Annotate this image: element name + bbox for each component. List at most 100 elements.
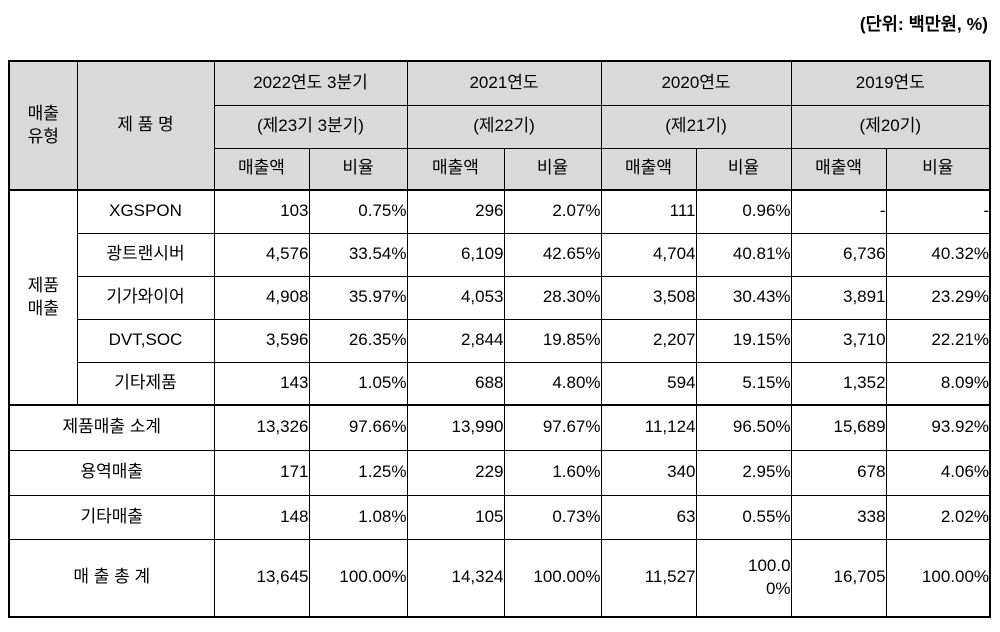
cell-value: 4.06% [885, 449, 991, 496]
table-row-other-products: 기타제품 143 1.05% 688 4.80% 594 5.15% 1,352… [9, 361, 991, 406]
header-year-2022q3: 2022연도 3분기 [213, 60, 408, 106]
header-term-20: (제20기) [790, 104, 991, 149]
cell-value: 42.65% [503, 232, 602, 277]
cell-value: 28.30% [503, 275, 602, 320]
header-sales-type: 매출 유형 [8, 60, 78, 191]
product-name: 광트랜시버 [76, 232, 215, 277]
cell-value: 2.02% [885, 494, 991, 540]
cell-value: 93.92% [885, 404, 991, 451]
table-row-other-sales: 기타매출 148 1.08% 105 0.73% 63 0.55% 338 2.… [8, 494, 991, 540]
cell-value: 26.35% [308, 318, 408, 363]
header-ratio-2020: 비율 [695, 147, 792, 191]
cell-value: 1.60% [503, 449, 602, 496]
cell-value: 594 [600, 361, 697, 406]
cell-value: 15,689 [790, 404, 887, 451]
header-product-name: 제 품 명 [76, 60, 215, 191]
cell-value: 35.97% [308, 275, 408, 320]
cell-value: 100.00% [503, 538, 602, 618]
cell-value: 688 [406, 361, 505, 406]
cell-value: 0.73% [503, 494, 602, 540]
product-name: XGSPON [76, 189, 215, 234]
cell-value: 2,207 [600, 318, 697, 363]
cell-value: 229 [406, 449, 505, 496]
cell-value: 0.55% [695, 494, 792, 540]
header-ratio-2021: 비율 [503, 147, 602, 191]
unit-note: (단위: 백만원, %) [859, 14, 988, 34]
cell-value: 33.54% [308, 232, 408, 277]
cell-value: 5.15% [695, 361, 792, 406]
table-row-gigawire: 기가와이어 4,908 35.97% 4,053 28.30% 3,508 30… [9, 275, 991, 320]
header-ratio-2019: 비율 [885, 147, 991, 191]
cell-value: 100.00% [308, 538, 408, 618]
header-amount-2020: 매출액 [600, 147, 697, 191]
product-name: 기타제품 [76, 361, 215, 406]
header-amount-2019: 매출액 [790, 147, 887, 191]
cell-value: 2,844 [406, 318, 505, 363]
sales-breakdown-table: 매출 유형 제 품 명 2022연도 3분기 2021연도 2020연도 201… [8, 60, 992, 618]
header-year-2019: 2019연도 [790, 60, 991, 106]
cell-value: 14,324 [406, 538, 505, 618]
cell-value: 30.43% [695, 275, 792, 320]
cell-value: 22.21% [885, 318, 991, 363]
summary-label: 제품매출 소계 [8, 404, 215, 451]
product-name: DVT,SOC [76, 318, 215, 363]
cell-value: 4.80% [503, 361, 602, 406]
cell-value: - [885, 189, 991, 234]
cell-value: 19.15% [695, 318, 792, 363]
table-row-service-sales: 용역매출 171 1.25% 229 1.60% 340 2.95% 678 4… [8, 449, 991, 496]
cell-value: 143 [213, 361, 310, 406]
cell-value: 1.05% [308, 361, 408, 406]
table-row-product-subtotal: 제품매출 소계 13,326 97.66% 13,990 97.67% 11,1… [8, 404, 991, 451]
cell-value: 11,527 [600, 538, 697, 618]
cell-value-wrapped: 100.0 0% [695, 538, 792, 618]
table-row-optical-transceiver: 광트랜시버 4,576 33.54% 6,109 42.65% 4,704 40… [9, 232, 991, 277]
table-row-total-sales: 매 출 총 계 13,645 100.00% 14,324 100.00% 11… [8, 538, 991, 618]
cell-value: 23.29% [885, 275, 991, 320]
cell-value: 8.09% [885, 361, 991, 406]
header-term-22: (제22기) [406, 104, 602, 149]
header-amount-2022: 매출액 [213, 147, 310, 191]
cell-value: 97.66% [308, 404, 408, 451]
cell-value: 4,576 [213, 232, 310, 277]
cell-value: - [790, 189, 887, 234]
cell-value: 63 [600, 494, 697, 540]
header-year-2020: 2020연도 [600, 60, 792, 106]
cell-value: 171 [213, 449, 310, 496]
cell-value: 19.85% [503, 318, 602, 363]
cell-value: 96.50% [695, 404, 792, 451]
summary-label: 용역매출 [8, 449, 215, 496]
header-term-21: (제21기) [600, 104, 792, 149]
group-label-product-sales: 제품 매출 [8, 189, 78, 406]
cell-value: 97.67% [503, 404, 602, 451]
cell-value: 296 [406, 189, 505, 234]
cell-value: 4,704 [600, 232, 697, 277]
cell-value: 148 [213, 494, 310, 540]
table-row-xgspon: 제품 매출 XGSPON 103 0.75% 296 2.07% 111 0.9… [8, 189, 991, 406]
cell-value: 6,736 [790, 232, 887, 277]
cell-value: 1,352 [790, 361, 887, 406]
cell-value: 0.75% [308, 189, 408, 234]
cell-value: 11,124 [600, 404, 697, 451]
cell-value: 40.81% [695, 232, 792, 277]
cell-value: 3,710 [790, 318, 887, 363]
cell-value: 13,990 [406, 404, 505, 451]
summary-label: 기타매출 [8, 494, 215, 540]
cell-value: 16,705 [790, 538, 887, 618]
cell-value: 111 [600, 189, 697, 234]
cell-value: 2.07% [503, 189, 602, 234]
header-amount-2021: 매출액 [406, 147, 505, 191]
header-term-23: (제23기 3분기) [213, 104, 408, 149]
cell-value: 4,053 [406, 275, 505, 320]
cell-value: 103 [213, 189, 310, 234]
cell-value: 6,109 [406, 232, 505, 277]
header-year-2021: 2021연도 [406, 60, 602, 106]
summary-label: 매 출 총 계 [8, 538, 215, 618]
cell-value: 0.96% [695, 189, 792, 234]
product-name: 기가와이어 [76, 275, 215, 320]
cell-value: 3,891 [790, 275, 887, 320]
cell-value: 2.95% [695, 449, 792, 496]
cell-value: 13,645 [213, 538, 310, 618]
cell-value: 678 [790, 449, 887, 496]
cell-value: 40.32% [885, 232, 991, 277]
